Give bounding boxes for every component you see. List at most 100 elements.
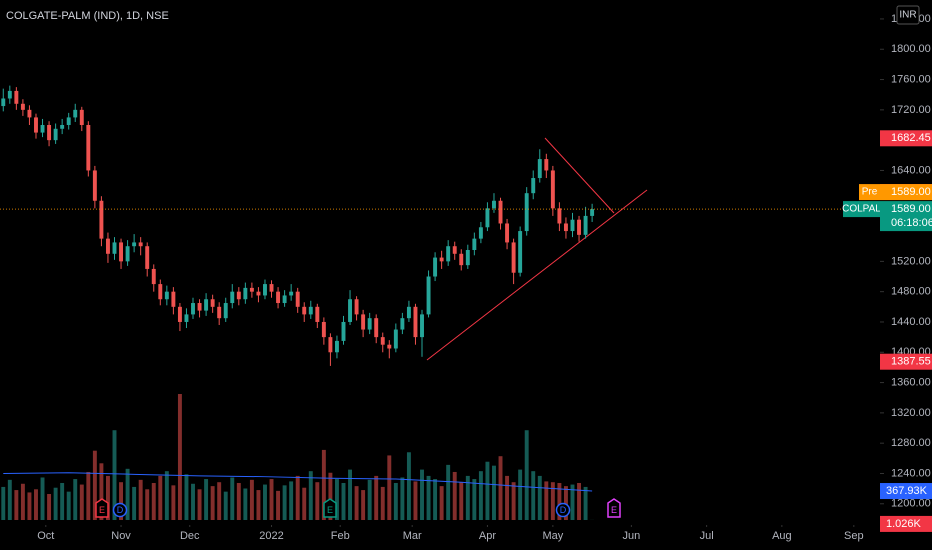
candle-body <box>361 314 366 330</box>
price-label: 1387.55 <box>891 356 931 368</box>
volume-bar <box>302 487 307 520</box>
candle-body <box>171 291 176 307</box>
volume-bar <box>557 482 562 520</box>
x-tick-label: Oct <box>37 530 54 542</box>
candle-body <box>446 246 451 262</box>
candle-body <box>478 227 483 239</box>
premarket-label: 1589.00 <box>891 186 931 198</box>
candle-body <box>210 299 215 307</box>
candle-body <box>492 200 496 209</box>
x-tick-label: Dec <box>180 530 200 542</box>
candle-body <box>132 242 137 247</box>
y-tick-label: 1240.00 <box>891 467 931 479</box>
volume-bar <box>570 484 575 520</box>
candle-body <box>387 344 392 349</box>
candle-body <box>217 306 222 319</box>
symbol-tag: COLPAL <box>842 204 881 215</box>
candle-body <box>191 303 195 315</box>
candle-body <box>119 242 124 262</box>
chart-title: COLGATE-PALM (IND), 1D, NSE <box>6 10 169 22</box>
x-tick-label: 2022 <box>259 530 283 542</box>
volume-bar <box>524 430 529 520</box>
candle-body <box>348 299 352 322</box>
volume-bar <box>354 486 359 520</box>
candle-body <box>40 125 45 133</box>
candle-body <box>73 109 78 118</box>
volume-bar <box>230 477 235 520</box>
candle-body <box>334 340 339 353</box>
volume-bar <box>406 452 411 520</box>
x-tick-label: Jun <box>623 530 641 542</box>
candle-body <box>315 306 320 322</box>
candle-body <box>92 170 97 201</box>
x-tick-label: May <box>542 530 563 542</box>
candle-body <box>1 98 6 107</box>
candle-body <box>256 291 261 296</box>
volume-bar <box>374 475 379 520</box>
candle-body <box>20 103 25 110</box>
volume-bar <box>73 479 78 520</box>
candle-body <box>583 215 588 235</box>
candle-body <box>53 128 58 141</box>
candle-body <box>164 291 169 300</box>
candle-body <box>459 253 464 266</box>
x-tick-label: Jul <box>700 530 714 542</box>
candle-body <box>367 318 372 330</box>
candle-body <box>276 291 281 304</box>
candle-body <box>498 200 503 224</box>
volume-bar <box>66 491 71 520</box>
candle-body <box>197 303 202 311</box>
price-label-bg <box>880 130 932 147</box>
candle-body <box>79 109 84 125</box>
volume-bar <box>184 474 189 520</box>
volume-bar <box>256 490 261 520</box>
candle-body <box>426 276 431 315</box>
volume-label: 1.026K <box>886 518 922 530</box>
volume-bar <box>361 490 366 520</box>
candle-body <box>511 242 516 273</box>
event-label: D <box>117 505 124 515</box>
volume-bar <box>34 489 38 520</box>
volume-bar <box>393 482 398 520</box>
candle-body <box>27 109 32 118</box>
premarket-tag: Pre <box>862 187 878 198</box>
candle-body <box>7 90 12 99</box>
event-label: E <box>99 505 105 515</box>
volume-ma-label: 367.93K <box>886 485 928 497</box>
volume-bar <box>465 475 470 520</box>
candle-body <box>433 257 438 277</box>
candle-body <box>99 200 104 239</box>
candle-body <box>204 299 209 311</box>
volume-bar <box>531 471 536 520</box>
candle-body <box>289 291 294 296</box>
candle-body <box>151 268 156 285</box>
volume-bar <box>577 482 581 520</box>
candle-body <box>184 314 189 322</box>
candle-body <box>518 231 523 273</box>
volume-bar <box>86 471 91 520</box>
candle-body <box>400 318 405 330</box>
volume-bar <box>164 471 169 520</box>
volume-ma-badge <box>880 483 932 500</box>
volume-bar <box>439 486 444 520</box>
volume-bar <box>537 475 542 520</box>
volume-bar <box>210 486 215 520</box>
volume-bar <box>511 482 516 520</box>
candle-body <box>138 242 143 247</box>
candle-body <box>295 291 300 307</box>
y-tick-label: 1320.00 <box>891 407 931 419</box>
candle-body <box>158 284 163 300</box>
candle-body <box>570 219 575 232</box>
candle-body <box>524 193 529 232</box>
volume-bar <box>158 475 163 520</box>
candle-body <box>263 284 267 296</box>
volume-bar <box>217 482 222 520</box>
volume-bar <box>236 482 241 520</box>
volume-bar <box>472 479 477 520</box>
volume-bar <box>426 475 431 520</box>
volume-bar <box>413 481 418 520</box>
candle-body <box>374 318 379 338</box>
candle-body <box>125 246 130 262</box>
